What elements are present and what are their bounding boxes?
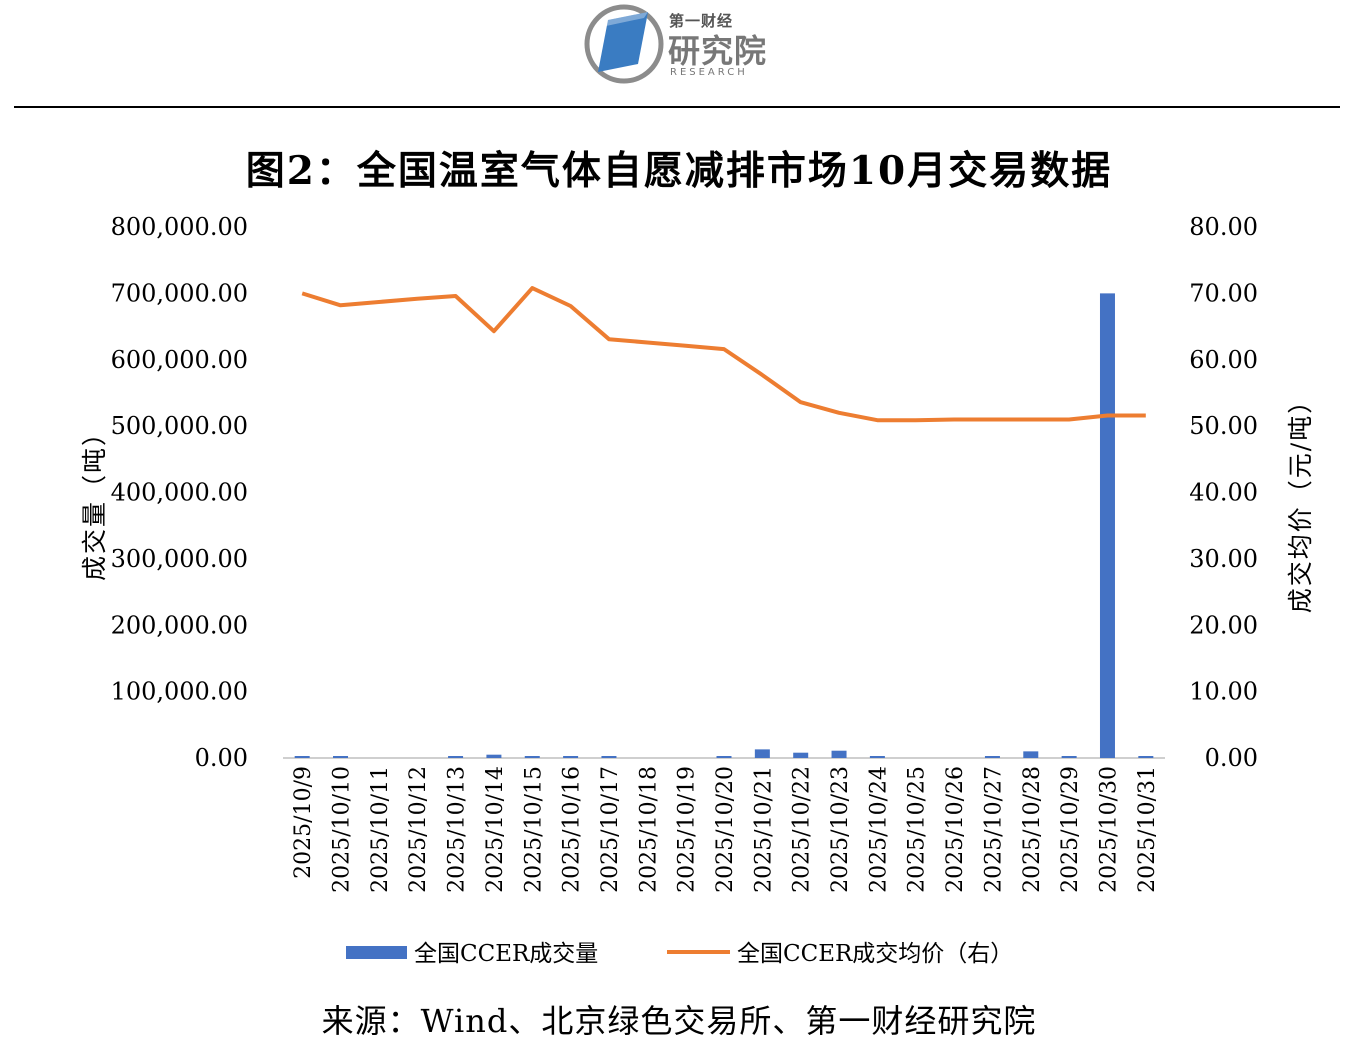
x-tick-label: 2025/10/17 xyxy=(598,766,623,893)
y-right-tick-label: 50.00 xyxy=(1189,412,1258,440)
x-tick-label: 2025/10/21 xyxy=(751,766,776,893)
volume-bar xyxy=(524,756,540,758)
y-right-tick-label: 80.00 xyxy=(1189,213,1258,241)
volume-bar xyxy=(1099,293,1115,758)
x-tick-label: 2025/10/28 xyxy=(1020,766,1045,893)
volume-bar xyxy=(984,756,1000,758)
x-tick-label: 2025/10/25 xyxy=(905,766,930,893)
x-tick-label: 2025/10/14 xyxy=(483,766,508,893)
volume-bar xyxy=(333,756,349,758)
x-tick-label: 2025/10/13 xyxy=(445,766,470,893)
x-tick-label: 2025/10/27 xyxy=(981,766,1006,893)
header-divider xyxy=(14,106,1340,108)
y-left-tick-label: 700,000.00 xyxy=(111,279,248,307)
x-tick-label: 2025/10/29 xyxy=(1058,766,1083,893)
x-tick-label: 2025/10/18 xyxy=(636,766,661,893)
logo-main-text: 研究院 xyxy=(668,32,768,70)
x-tick-label: 2025/10/16 xyxy=(560,766,585,893)
y-left-tick-label: 200,000.00 xyxy=(111,611,248,639)
logo-emblem-icon xyxy=(584,4,664,84)
x-tick-label: 2025/10/30 xyxy=(1097,766,1122,893)
x-tick-label: 2025/10/23 xyxy=(828,766,853,893)
research-logo: 第一财经 研究院 RESEARCH xyxy=(584,4,774,84)
volume-bar xyxy=(486,754,502,758)
chart-title: 图2：全国温室气体自愿减排市场10月交易数据 xyxy=(245,148,1113,194)
volume-bar xyxy=(869,756,885,758)
x-tick-label: 2025/10/31 xyxy=(1135,766,1160,893)
x-tick-label: 2025/10/9 xyxy=(291,766,316,879)
y-right-tick-label: 60.00 xyxy=(1189,346,1258,374)
y-right-tick-label: 30.00 xyxy=(1189,545,1258,573)
x-tick-label: 2025/10/11 xyxy=(368,766,393,893)
volume-bar xyxy=(294,756,310,758)
volume-bar xyxy=(754,749,770,758)
volume-bar xyxy=(1138,756,1154,758)
y-right-tick-label: 70.00 xyxy=(1189,279,1258,307)
y-left-axis-title: 成交量（吨） xyxy=(80,419,109,581)
y-right-tick-label: 0.00 xyxy=(1205,744,1258,772)
legend-bar-swatch xyxy=(346,946,407,959)
logo-sub-text: RESEARCH xyxy=(670,67,748,78)
legend-bar-label: 全国CCER成交量 xyxy=(414,941,598,967)
x-tick-label: 2025/10/15 xyxy=(521,766,546,893)
chart-canvas: 0.00 100,000.00 200,000.00 300,000.00 400,00… xyxy=(80,213,1315,967)
x-tick-label: 2025/10/26 xyxy=(943,766,968,893)
logo-top-text: 第一财经 xyxy=(669,12,734,30)
x-tick-label: 2025/10/24 xyxy=(866,766,891,893)
x-tick-label: 2025/10/20 xyxy=(713,766,738,893)
x-tick-label: 2025/10/22 xyxy=(790,766,815,893)
y-right-tick-label: 20.00 xyxy=(1189,611,1258,639)
x-tick-label: 2025/10/10 xyxy=(330,766,355,893)
y-left-tick-label: 100,000.00 xyxy=(111,678,248,706)
volume-bar xyxy=(563,756,579,758)
volume-bar xyxy=(1023,751,1039,758)
y-left-tick-label: 600,000.00 xyxy=(111,346,248,374)
y-left-tick-label: 800,000.00 xyxy=(111,213,248,241)
x-tick-label: 2025/10/12 xyxy=(406,766,431,893)
volume-bar xyxy=(448,756,464,758)
volume-bar xyxy=(831,750,847,758)
y-right-tick-label: 40.00 xyxy=(1189,479,1258,507)
volume-bar xyxy=(1061,756,1077,758)
volume-bar xyxy=(793,752,809,758)
y-left-tick-label: 300,000.00 xyxy=(111,545,248,573)
y-right-tick-label: 10.00 xyxy=(1189,678,1258,706)
price-line xyxy=(301,286,1146,423)
y-right-axis-title: 成交均价（元/吨） xyxy=(1286,387,1315,613)
y-left-tick-label: 0.00 xyxy=(195,744,248,772)
volume-bar xyxy=(601,756,617,758)
y-left-tick-label: 400,000.00 xyxy=(111,479,248,507)
source-note: 来源：Wind、北京绿色交易所、第一财经研究院 xyxy=(321,1002,1037,1040)
volume-bar xyxy=(716,756,732,758)
x-tick-label: 2025/10/19 xyxy=(675,766,700,893)
y-left-tick-label: 500,000.00 xyxy=(111,412,248,440)
legend-line-label: 全国CCER成交均价（右） xyxy=(737,941,1013,967)
